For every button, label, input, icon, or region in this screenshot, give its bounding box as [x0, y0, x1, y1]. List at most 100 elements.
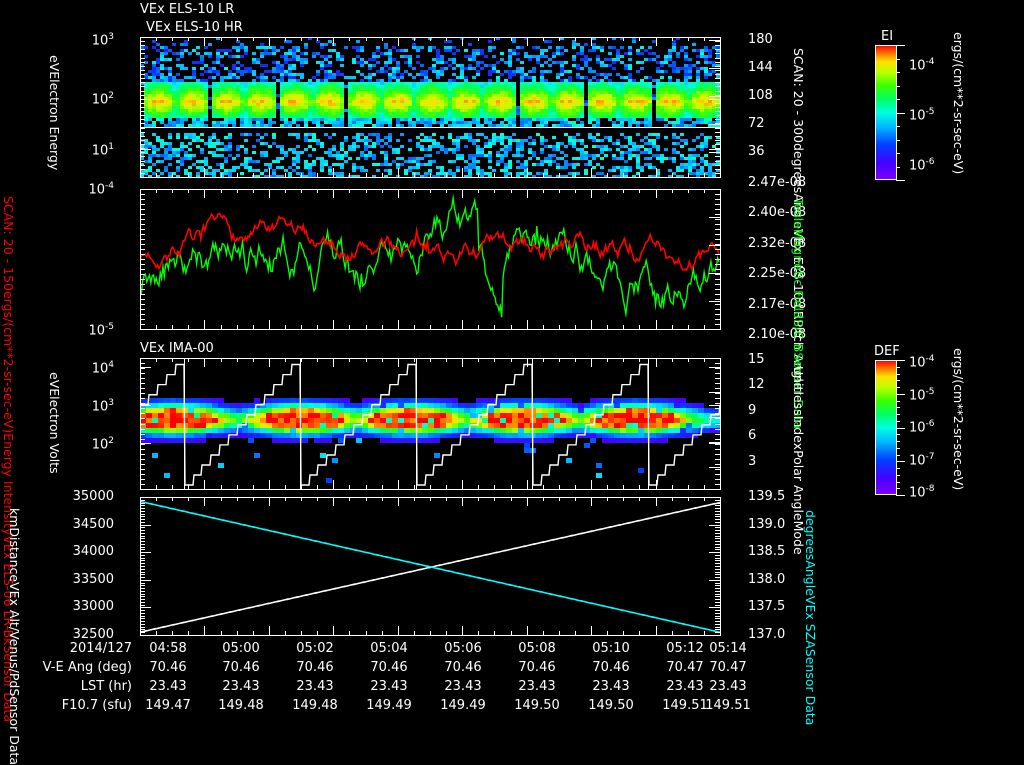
- panel1-left-axis-title: Electron Energy eV: [47, 55, 62, 170]
- axis-title-line: S/C B: [791, 318, 806, 353]
- panel4-right-tick: 139.5: [748, 489, 786, 504]
- panel4-right-tick: 138.5: [748, 544, 786, 560]
- axis-title-line: Sensor Data: [803, 648, 818, 726]
- panel4-left-tick: 35000: [72, 489, 114, 504]
- colorbar-tick-label: 10-7: [909, 451, 935, 468]
- panel2-left-tick-bottom: 10-5: [88, 322, 114, 339]
- panel1-right-tick: 72: [748, 116, 765, 131]
- panel4-right-tick: 137.0: [748, 627, 786, 642]
- panel1-left-tick: 101: [91, 142, 114, 159]
- colorbar3-ticks: [896, 357, 908, 498]
- axis-title-line: Magnetic Field: [791, 228, 806, 319]
- table-cell: 23.43: [296, 679, 334, 694]
- table-row-label: LST (hr): [80, 679, 132, 694]
- axis-title-line: SCAN: 20 - 150: [1, 196, 16, 291]
- table-cell: 05:08: [518, 641, 556, 656]
- colorbar-tick-label: 10-4: [909, 354, 935, 371]
- table-cell: 149.48: [218, 698, 264, 713]
- table-cell: 23.43: [709, 679, 747, 694]
- panel4-right-tick: 137.5: [748, 599, 786, 615]
- panel1-right-tick: 36: [748, 144, 765, 159]
- panel3-right-tick: 15: [748, 352, 765, 367]
- table-cell: 149.48: [292, 698, 338, 713]
- axis-title-line: Tesla: [791, 198, 806, 229]
- panel1-title-line1: VEx ELS-10 LR: [140, 2, 235, 17]
- table-cell: 23.43: [518, 679, 556, 694]
- panel3-right-tick: 9: [748, 402, 757, 418]
- table-cell: 70.46: [296, 660, 334, 675]
- table-cell: 05:06: [444, 641, 482, 656]
- table-cell: 23.43: [149, 679, 187, 694]
- table-cell: 149.50: [588, 698, 634, 713]
- axis-title-line: Index: [791, 415, 806, 451]
- colorbar1-units: ergs/(cm**2-sr-sec-eV): [951, 32, 966, 175]
- table-cell: 70.47: [666, 660, 704, 675]
- panel1-right-tick: 180: [748, 32, 773, 47]
- panel2-right-tick: 2.40e-08: [748, 205, 807, 221]
- colorbar3-label: DEF: [874, 344, 900, 359]
- table-cell: 149.49: [440, 698, 486, 713]
- table-cell: 149.49: [366, 698, 412, 713]
- table-cell: 23.43: [222, 679, 260, 694]
- axis-title-line: Angle: [803, 560, 818, 596]
- plot-page: VEx ELS-10 LR VEx ELS-10 HR 103 102 101 18…: [1, 2, 966, 765]
- table-cell: 23.43: [666, 679, 704, 694]
- axis-title-line: Distance: [7, 527, 22, 583]
- colorbar-tick-label: 10-8: [909, 484, 935, 501]
- table-cell: 70.46: [592, 660, 630, 675]
- colorbar1-label: EI: [881, 29, 894, 44]
- table-cell: 05:14: [709, 641, 747, 656]
- axis-title-line: SCAN: 20 - 300: [791, 48, 806, 143]
- table-cell: 70.47: [709, 660, 747, 675]
- panel2-right-tick: 2.10e-08: [748, 327, 807, 342]
- table-cell: 05:02: [296, 641, 334, 656]
- panel3-left-tick: 102: [91, 436, 114, 453]
- panel3-left-tick: 103: [91, 398, 114, 415]
- panel2-right-tick: 2.25e-08: [748, 266, 807, 282]
- panel2-left-tick-top: 10-4: [88, 181, 114, 198]
- table-cell: 05:04: [370, 641, 408, 656]
- table-cell: 149.51: [705, 698, 751, 713]
- table-cell: 70.46: [222, 660, 260, 675]
- panel4-right-tick: 139.0: [748, 516, 786, 532]
- colorbar-tick-label: 10-4: [909, 57, 935, 74]
- table-cell: 149.50: [514, 698, 560, 713]
- panel4-axes: [118, 490, 744, 642]
- table-cell: 70.46: [444, 660, 482, 675]
- panel2-axes: [118, 182, 744, 336]
- panel3-right-tick: 12: [748, 377, 765, 393]
- table-cell: 05:10: [592, 641, 630, 656]
- panel3-axes: [118, 351, 744, 496]
- axis-title-line: VEx SZA: [803, 595, 818, 649]
- panel3-right-tick: 3: [748, 453, 757, 469]
- panel4-left-tick: 34000: [72, 544, 114, 560]
- axis-title-line: Unitless: [791, 366, 806, 416]
- panel3-right-tick: 6: [748, 428, 757, 444]
- colorbar-tick-label: 10-6: [909, 157, 935, 174]
- table-row-label: 2014/127: [69, 641, 132, 656]
- panel1-right-tick: 144: [748, 60, 773, 75]
- panel1-left-tick: 103: [91, 32, 114, 49]
- table-cell: 70.46: [518, 660, 556, 675]
- axis-title-line: eV: [47, 55, 62, 72]
- panel4-left-axis-title: Sensor Data VEx Alt/Venus/Pd Distance km: [7, 508, 22, 765]
- axis-title-line: Electron Volts: [47, 388, 62, 474]
- panel2-right-tick: 2.17e-08: [748, 296, 807, 312]
- panel4-left-tick: 33500: [72, 571, 114, 587]
- panel4-right-tick: 138.0: [748, 571, 786, 587]
- table-cell: 23.43: [444, 679, 482, 694]
- axis-title-line: eV: [47, 372, 62, 389]
- table-cell: 23.43: [370, 679, 408, 694]
- colorbar3-gradient: [875, 360, 897, 495]
- colorbar-tick-label: 10-5: [909, 107, 935, 124]
- colorbar3-units: ergs/(cm**2-sr-sec-eV): [951, 348, 966, 491]
- colorbar-tick-label: 10-5: [909, 386, 935, 403]
- axis-title-line: km: [7, 508, 22, 528]
- panel4-right-axis-title: Sensor Data VEx SZA Angle degrees: [803, 510, 818, 725]
- table-cell: 05:00: [222, 641, 260, 656]
- table-cell: 70.46: [370, 660, 408, 675]
- panel4-left-tick: 32500: [72, 627, 114, 642]
- panel3-left-tick: 104: [91, 360, 114, 377]
- panel4-left-tick: 34500: [72, 516, 114, 532]
- panel4-left-tick: 33000: [72, 599, 114, 615]
